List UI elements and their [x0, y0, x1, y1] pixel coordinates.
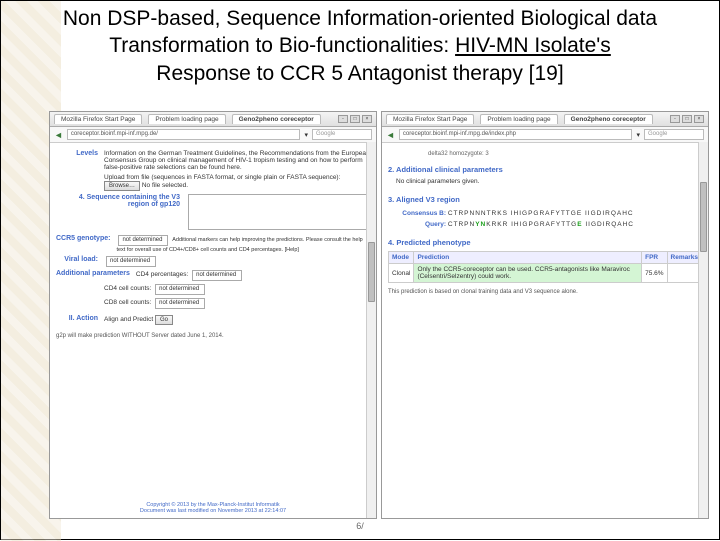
td-pred: Only the CCR5-coreceptor can be used. CC… — [414, 264, 642, 283]
tab-start-r[interactable]: Mozilla Firefox Start Page — [386, 114, 474, 124]
th-pred: Prediction — [414, 252, 642, 264]
slide-title: Non DSP-based, Sequence Information-orie… — [5, 5, 715, 87]
right-content: delta32 homozygote: 3 2. Additional clin… — [382, 143, 708, 299]
close-btn[interactable]: × — [362, 115, 372, 123]
window-controls-r: - □ × — [670, 115, 704, 123]
back-icon[interactable]: ◄ — [54, 130, 63, 140]
left-content: Levels Information on the German Treatme… — [50, 143, 376, 343]
tab-bar-r: Mozilla Firefox Start Page Problem loadi… — [382, 112, 708, 127]
close-btn-r[interactable]: × — [694, 115, 704, 123]
tab-problem-r[interactable]: Problem loading page — [480, 114, 557, 124]
levels-text: Information on the German Treatment Guid… — [104, 150, 370, 171]
tab-bar: Mozilla Firefox Start Page Problem loadi… — [50, 112, 376, 127]
prediction-table: Mode Prediction FPR Remarks Clonal Only … — [388, 251, 702, 283]
sec2-heading: 2. Additional clinical parameters — [388, 165, 702, 174]
left-browser: Mozilla Firefox Start Page Problem loadi… — [49, 111, 377, 519]
url-field-r[interactable]: coreceptor.bioinf.mpi-inf.mpg.de/index.p… — [399, 129, 633, 140]
levels-label: Levels — [56, 150, 104, 157]
action-label: II. Action — [56, 315, 104, 322]
page-number: 6/ — [356, 521, 364, 531]
scroll-thumb-r[interactable] — [700, 182, 707, 252]
predictor-note: g2p will make prediction WITHOUT Server … — [56, 333, 370, 339]
dropdown-icon-r[interactable]: ▾ — [636, 131, 640, 139]
th-fpr: FPR — [642, 252, 667, 264]
search-field-r[interactable]: Google — [644, 129, 704, 140]
scrollbar-left[interactable] — [366, 142, 376, 518]
go-button[interactable]: Go — [155, 315, 173, 325]
sec2-body: No clinical parameters given. — [396, 178, 702, 185]
title-line3: Response to CCR 5 Antagonist therapy [19… — [156, 62, 563, 85]
title-line1: Non DSP-based, Sequence Information-orie… — [63, 7, 657, 30]
browse-button[interactable]: Browse… — [104, 181, 140, 191]
address-bar: ◄ coreceptor.bioinf.mpi-inf.mpg.de/ ▾ Go… — [50, 127, 376, 143]
td-rem — [667, 264, 701, 283]
ccr5-input[interactable]: not determined — [118, 235, 168, 246]
window-controls: - □ × — [338, 115, 372, 123]
max-btn-r[interactable]: □ — [682, 115, 692, 123]
tab-problem[interactable]: Problem loading page — [148, 114, 225, 124]
td-mode: Clonal — [389, 264, 414, 283]
pred-footnote: This prediction is based on clonal train… — [388, 289, 702, 295]
tab-start[interactable]: Mozilla Firefox Start Page — [54, 114, 142, 124]
scroll-thumb[interactable] — [368, 242, 375, 302]
tab-geno[interactable]: Geno2pheno coreceptor — [232, 114, 321, 124]
address-bar-r: ◄ coreceptor.bioinf.mpi-inf.mpg.de/index… — [382, 127, 708, 143]
query-seq: CTRPNYNKRKR IHIGPGRAFYTTGE IIGDIRQAHC — [448, 221, 634, 228]
left-footer: Copyright © 2013 by the Max-Planck-Insti… — [56, 502, 370, 514]
cd4pct-input[interactable]: not determined — [192, 270, 242, 281]
min-btn[interactable]: - — [338, 115, 348, 123]
screenshots-row: Mozilla Firefox Start Page Problem loadi… — [49, 111, 709, 519]
back-icon-r[interactable]: ◄ — [386, 130, 395, 140]
max-btn[interactable]: □ — [350, 115, 360, 123]
consensus-lbl: Consensus B: — [392, 210, 446, 217]
viral-input[interactable]: not determined — [106, 256, 156, 267]
scrollbar-right[interactable] — [698, 142, 708, 518]
dropdown-icon[interactable]: ▾ — [304, 131, 308, 139]
td-fpr: 75.6% — [642, 264, 667, 283]
addl-label: Additional parameters — [56, 270, 136, 277]
title-line2: Transformation to Bio-functionalities: H… — [109, 34, 611, 57]
th-rem: Remarks — [667, 252, 701, 264]
viral-label: Viral load: — [56, 256, 104, 263]
cd8cnt-input[interactable]: not determined — [155, 298, 205, 309]
seq4-label: 4. Sequence containing the V3 region of … — [56, 194, 186, 208]
consensus-seq: CTRPNNNTRKS IHIGPGRAFYTTGE IIGDIRQAHC — [448, 210, 634, 217]
upload-text: Upload from file (sequences in FASTA for… — [104, 174, 340, 181]
slide: Non DSP-based, Sequence Information-orie… — [0, 0, 720, 540]
search-field[interactable]: Google — [312, 129, 372, 140]
ccr5-label: CCR5 genotype: — [56, 235, 116, 242]
sec3-heading: 3. Aligned V3 region — [388, 195, 702, 204]
sequence-textarea[interactable] — [188, 194, 368, 230]
query-lbl: Query: — [392, 221, 446, 228]
tab-geno-r[interactable]: Geno2pheno coreceptor — [564, 114, 653, 124]
sec4-heading: 4. Predicted phenotype — [388, 238, 702, 247]
min-btn-r[interactable]: - — [670, 115, 680, 123]
nofile-text: No file selected. — [142, 182, 188, 189]
cd4cnt-input[interactable]: not determined — [155, 284, 205, 295]
right-browser: Mozilla Firefox Start Page Problem loadi… — [381, 111, 709, 519]
th-mode: Mode — [389, 252, 414, 264]
kludge-text: delta32 homozygote: 3 — [428, 151, 702, 157]
url-field[interactable]: coreceptor.bioinf.mpi-inf.mpg.de/ — [67, 129, 301, 140]
